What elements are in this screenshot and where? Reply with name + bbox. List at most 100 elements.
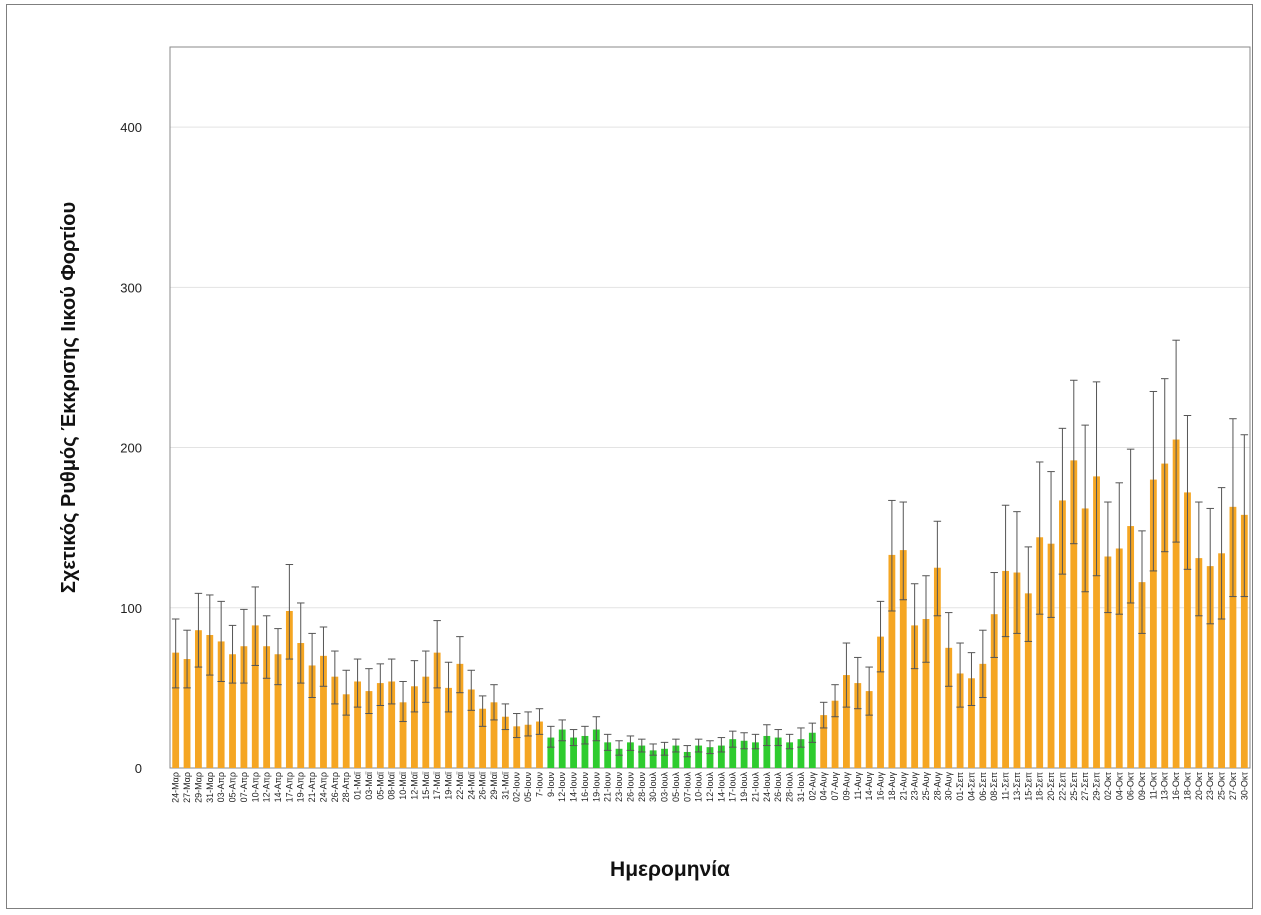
error-bar — [1024, 546, 1033, 642]
error-bar — [728, 730, 737, 748]
bar — [297, 643, 305, 768]
x-tick-label: 27-Μαρ — [182, 772, 192, 803]
error-bar — [967, 652, 976, 707]
y-tick-label: 400 — [120, 120, 142, 135]
error-bar — [581, 725, 589, 745]
x-tick-label: 06-Σεπ — [978, 772, 988, 801]
x-axis-title: Ημερομηνία — [610, 858, 730, 881]
bar — [1184, 492, 1191, 768]
error-bar — [1138, 530, 1146, 634]
error-bar — [353, 658, 362, 708]
error-bar — [1013, 511, 1021, 634]
y-tick-label: 100 — [120, 601, 142, 616]
bar — [1138, 582, 1146, 768]
error-bar — [206, 594, 214, 676]
error-bar — [944, 612, 953, 687]
error-bar — [854, 656, 862, 710]
bar — [388, 681, 396, 768]
bar — [820, 715, 828, 768]
x-tick-label: 22-Σεπ — [1057, 772, 1067, 801]
bar — [217, 641, 225, 768]
bar — [251, 625, 259, 768]
x-tick-label: 11-Σεπ — [1001, 772, 1011, 800]
bar — [1104, 556, 1112, 768]
x-tick-label: 24-Απρ — [318, 772, 328, 802]
bar — [1161, 463, 1169, 768]
x-tick-label: 16-Ιουν — [580, 772, 590, 802]
x-tick-labels: 24-Μαρ 27-Μαρ 29-Μαρ 31-Μαρ 03-Απρ 05-Απρ 07-Α… — [171, 771, 1250, 803]
x-tick-label: 9-Ιουν — [546, 772, 556, 797]
error-bar — [240, 608, 248, 684]
error-bar — [1115, 482, 1124, 615]
bar — [354, 681, 361, 768]
error-bar — [899, 501, 908, 601]
bar — [1240, 514, 1248, 768]
bar — [558, 729, 566, 768]
y-tick-label: 0 — [135, 761, 142, 776]
error-bar — [433, 620, 441, 689]
bar — [1127, 526, 1135, 768]
x-tick-label: 12-Απρ — [262, 772, 272, 802]
error-bar — [842, 642, 851, 708]
bar — [536, 721, 543, 768]
x-tick-label: 28-Ιουλ — [785, 772, 795, 802]
bar — [1002, 570, 1009, 768]
bar — [627, 742, 634, 768]
bar — [1149, 479, 1157, 768]
x-tick-label: 25-Αυγ — [921, 772, 931, 801]
x-tick-label: 02-Αυγ — [807, 772, 817, 801]
error-bar — [683, 745, 692, 758]
x-tick-label: 15-Σεπ — [1023, 772, 1033, 801]
x-tick-label: 30-Αυγ — [944, 772, 954, 801]
x-tick-label: 7-Ιουν — [534, 772, 544, 797]
error-bar — [262, 615, 271, 679]
bar — [433, 652, 441, 768]
x-tick-label: 14-Αυγ — [864, 772, 874, 801]
error-bar — [763, 724, 771, 747]
error-bar — [672, 738, 680, 753]
x-tick-label: 04-Σεπ — [966, 772, 976, 801]
x-tick-label: 21-Αυγ — [898, 772, 908, 801]
x-tick-label: 14-Ιουν — [569, 772, 579, 802]
bar — [490, 702, 498, 768]
bar — [717, 745, 725, 768]
x-tick-label: 03-Ιουλ — [660, 772, 670, 802]
error-bar — [1092, 381, 1101, 577]
error-bar — [956, 642, 964, 708]
x-tick-label: 23-Οκτ — [1205, 772, 1215, 801]
bar — [661, 748, 668, 768]
y-tick-labels: 0 100 200 300 400 — [120, 120, 142, 776]
x-tick-label: 02-Οκτ — [1103, 772, 1113, 801]
bar — [547, 737, 555, 768]
error-bar — [376, 663, 385, 707]
bar — [1093, 476, 1100, 768]
bar — [320, 655, 327, 768]
y-tick-label: 300 — [120, 280, 142, 295]
error-bar — [171, 618, 180, 689]
error-bar — [808, 722, 817, 743]
x-tick-label: 28-Αυγ — [932, 772, 942, 801]
bar — [922, 618, 930, 768]
bar — [1070, 460, 1078, 768]
error-bar — [979, 629, 987, 699]
error-bar — [422, 650, 430, 703]
bar — [786, 742, 793, 768]
x-tick-label: 19-Μαϊ — [444, 771, 454, 800]
x-tick-label: 29-Μαϊ — [489, 771, 499, 800]
x-tick-label: 10-Μαϊ — [398, 771, 408, 800]
bar — [638, 745, 646, 768]
error-bar — [592, 716, 601, 742]
x-tick-label: 12-Ιουν — [557, 772, 567, 802]
error-bar — [603, 733, 612, 751]
error-bar — [1081, 424, 1089, 593]
x-tick-label: 14-Απρ — [273, 772, 283, 802]
x-tick-label: 01-Μαϊ — [353, 771, 363, 800]
x-tick-label: 22-Μαϊ — [455, 771, 465, 800]
error-bar — [797, 727, 805, 748]
x-tick-label: 27-Οκτ — [1228, 772, 1238, 801]
bar — [706, 747, 714, 768]
error-bar — [1172, 339, 1180, 543]
x-tick-label: 26-Απρ — [330, 772, 340, 802]
x-tick-label: 31-Μαρ — [205, 772, 215, 803]
bar — [1081, 508, 1089, 768]
